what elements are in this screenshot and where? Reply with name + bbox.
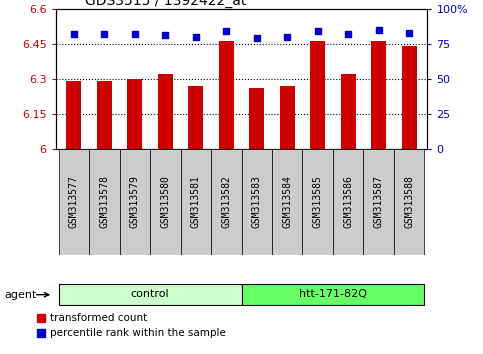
Bar: [188, 86, 203, 149]
Bar: [333, 149, 363, 255]
Point: [222, 28, 230, 34]
Bar: [310, 41, 326, 149]
Text: GSM313580: GSM313580: [160, 175, 170, 228]
Point: [284, 34, 291, 40]
Point: [70, 31, 78, 37]
Bar: [181, 149, 211, 255]
Text: GDS3515 / 1392422_at: GDS3515 / 1392422_at: [85, 0, 247, 8]
Bar: [249, 88, 264, 149]
Text: GSM313582: GSM313582: [221, 175, 231, 228]
Bar: [211, 149, 242, 255]
Bar: [89, 149, 120, 255]
Text: GSM313579: GSM313579: [130, 175, 140, 228]
Bar: [302, 149, 333, 255]
Bar: [157, 74, 173, 149]
Text: control: control: [131, 289, 170, 299]
Bar: [341, 74, 356, 149]
Bar: [394, 149, 425, 255]
Text: GSM313585: GSM313585: [313, 175, 323, 228]
Point: [314, 28, 322, 34]
Text: agent: agent: [5, 290, 37, 300]
Bar: [219, 41, 234, 149]
Bar: [401, 46, 417, 149]
Bar: [66, 81, 82, 149]
Text: htt-171-82Q: htt-171-82Q: [299, 289, 367, 299]
Bar: [363, 149, 394, 255]
Text: GSM313586: GSM313586: [343, 175, 353, 228]
Legend: transformed count, percentile rank within the sample: transformed count, percentile rank withi…: [37, 313, 226, 338]
Text: GSM313581: GSM313581: [191, 175, 201, 228]
Point: [375, 27, 383, 33]
Text: GSM313588: GSM313588: [404, 175, 414, 228]
Bar: [120, 149, 150, 255]
Bar: [272, 149, 302, 255]
Text: GSM313583: GSM313583: [252, 175, 262, 228]
Point: [192, 34, 199, 40]
Bar: [150, 149, 181, 255]
Bar: [242, 149, 272, 255]
Text: GSM313584: GSM313584: [282, 175, 292, 228]
Text: GSM313578: GSM313578: [99, 175, 109, 228]
Text: GSM313587: GSM313587: [374, 175, 384, 228]
Point: [405, 30, 413, 35]
Point: [100, 31, 108, 37]
Bar: [280, 86, 295, 149]
Text: GSM313577: GSM313577: [69, 175, 79, 228]
Point: [344, 31, 352, 37]
Bar: [371, 41, 386, 149]
Point: [161, 33, 169, 38]
Bar: [127, 79, 142, 149]
Bar: [97, 81, 112, 149]
Bar: [58, 284, 242, 305]
Bar: [242, 284, 425, 305]
Point: [131, 31, 139, 37]
Point: [253, 35, 261, 41]
Bar: [58, 149, 89, 255]
